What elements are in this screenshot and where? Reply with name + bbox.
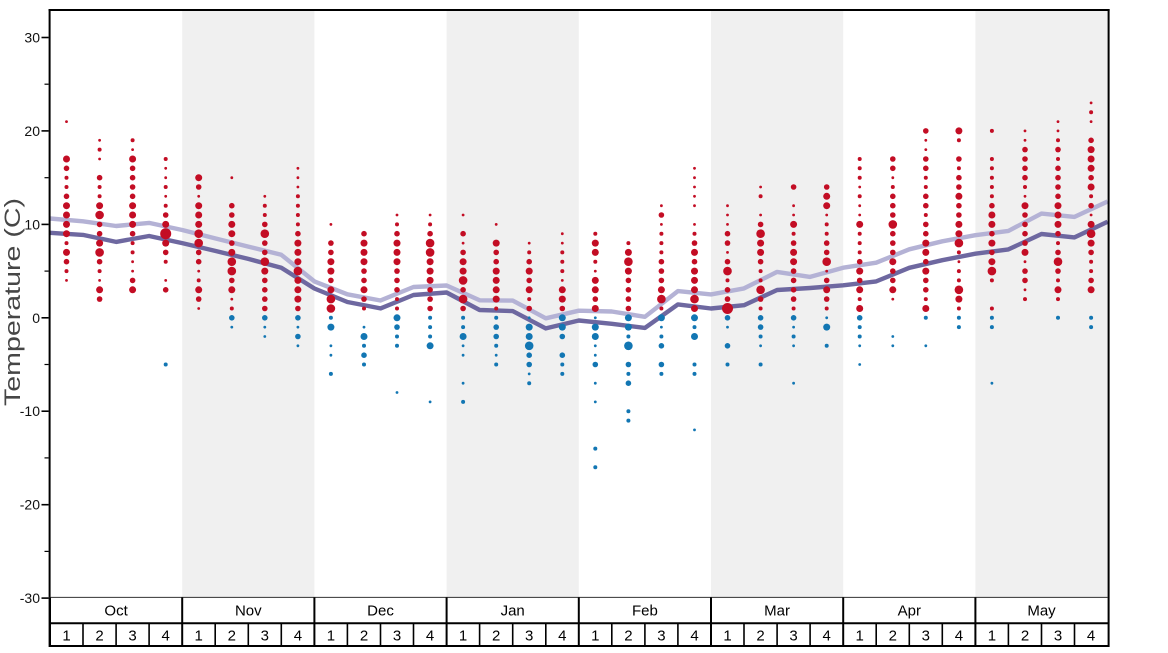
svg-text:2: 2 <box>624 628 632 645</box>
svg-text:4: 4 <box>558 628 566 645</box>
svg-text:3: 3 <box>657 628 665 645</box>
svg-text:2: 2 <box>360 628 368 645</box>
svg-text:3: 3 <box>393 628 401 645</box>
svg-text:4: 4 <box>294 628 302 645</box>
svg-text:1: 1 <box>327 628 335 645</box>
svg-text:1: 1 <box>988 628 996 645</box>
svg-text:Oct: Oct <box>104 603 128 620</box>
svg-text:3: 3 <box>128 628 136 645</box>
svg-text:Apr: Apr <box>898 603 921 620</box>
svg-text:3: 3 <box>1054 628 1062 645</box>
svg-text:-30: -30 <box>20 590 40 606</box>
svg-text:2: 2 <box>95 628 103 645</box>
svg-text:3: 3 <box>922 628 930 645</box>
svg-text:-10: -10 <box>20 403 40 419</box>
svg-text:1: 1 <box>856 628 864 645</box>
svg-text:2: 2 <box>492 628 500 645</box>
svg-text:Mar: Mar <box>764 603 790 620</box>
svg-text:3: 3 <box>789 628 797 645</box>
svg-text:1: 1 <box>723 628 731 645</box>
svg-text:4: 4 <box>1087 628 1095 645</box>
svg-text:Dec: Dec <box>367 603 394 620</box>
svg-text:30: 30 <box>24 30 40 46</box>
svg-text:2: 2 <box>1021 628 1029 645</box>
svg-text:2: 2 <box>228 628 236 645</box>
svg-text:4: 4 <box>426 628 434 645</box>
svg-text:Temperature (C): Temperature (C) <box>0 198 25 406</box>
svg-text:4: 4 <box>823 628 831 645</box>
svg-text:3: 3 <box>525 628 533 645</box>
svg-text:Jan: Jan <box>501 603 525 620</box>
svg-text:2: 2 <box>889 628 897 645</box>
svg-text:1: 1 <box>195 628 203 645</box>
svg-text:10: 10 <box>24 216 40 232</box>
svg-text:1: 1 <box>591 628 599 645</box>
svg-text:Feb: Feb <box>632 603 658 620</box>
svg-text:4: 4 <box>690 628 698 645</box>
svg-text:1: 1 <box>62 628 70 645</box>
svg-text:May: May <box>1027 603 1056 620</box>
svg-text:4: 4 <box>955 628 963 645</box>
svg-text:3: 3 <box>261 628 269 645</box>
svg-text:1: 1 <box>459 628 467 645</box>
svg-text:Nov: Nov <box>235 603 262 620</box>
svg-text:2: 2 <box>756 628 764 645</box>
svg-text:-20: -20 <box>20 497 40 513</box>
svg-text:4: 4 <box>162 628 170 645</box>
svg-text:0: 0 <box>32 310 40 326</box>
svg-text:20: 20 <box>24 123 40 139</box>
